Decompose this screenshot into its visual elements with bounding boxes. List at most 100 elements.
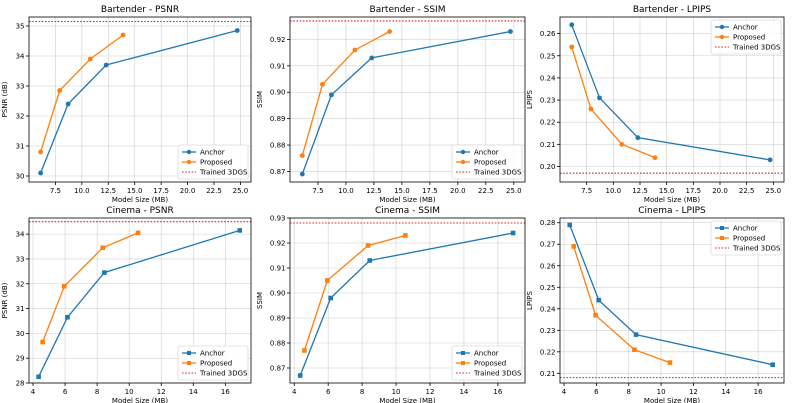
y-tick-label: 32 <box>16 280 25 288</box>
x-tick-label: 20.0 <box>712 187 728 195</box>
data-point-anchor <box>234 28 240 33</box>
x-tick-label: 20.0 <box>180 187 196 195</box>
data-point-anchor <box>237 228 243 233</box>
y-tick-label: 0.89 <box>270 115 286 123</box>
data-point-proposed <box>320 81 325 87</box>
data-point-proposed <box>100 245 106 251</box>
legend-label: Anchor <box>474 350 499 358</box>
legend-entry-proposed: Proposed <box>456 159 506 167</box>
data-point-anchor <box>767 157 773 163</box>
x-tick-label: 15.0 <box>394 187 410 195</box>
x-tick-label: 16 <box>754 388 763 396</box>
legend-entry-proposed: Proposed <box>182 159 232 167</box>
data-point-anchor <box>508 29 513 34</box>
y-tick-label: 0.92 <box>270 240 286 248</box>
legend-entry-proposed: Proposed <box>456 360 506 368</box>
x-tick-label: 7.5 <box>581 187 592 195</box>
x-tick-label: 12 <box>689 388 698 396</box>
x-tick-label: 14 <box>189 388 198 396</box>
data-point-anchor <box>329 92 334 98</box>
x-tick-label: 16 <box>493 388 502 396</box>
x-axis-label: Model Size (MB) <box>379 397 435 403</box>
data-point-proposed <box>325 278 330 283</box>
axes-frame <box>289 217 526 384</box>
chart-cinema-lpips: 4 6 8 10 12 14 16 0.21 0.22 0.23 0.24 0.25 0.26 0.27 0… <box>526 206 785 403</box>
legend-label: Proposed <box>474 159 506 167</box>
legend-label: Trained 3DGS <box>199 370 248 378</box>
y-tick-label: 0.23 <box>540 97 556 105</box>
legend: Anchor Proposed Trained 3DGS <box>710 220 782 256</box>
x-tick-label: 10 <box>392 388 401 396</box>
x-tick-label: 10 <box>657 388 666 396</box>
legend-entry-anchor: Anchor <box>182 350 225 358</box>
data-point-anchor <box>596 297 602 303</box>
legend-entry-anchor: Anchor <box>456 350 499 358</box>
data-point-proposed <box>632 347 637 352</box>
y-tick-label: 0.21 <box>540 141 556 149</box>
data-point-proposed <box>61 283 67 289</box>
legend-label: Anchor <box>474 149 499 157</box>
legend: Anchor Proposed Trained 3DGS <box>177 345 249 381</box>
data-point-anchor <box>567 222 573 228</box>
legend-marker <box>719 24 725 30</box>
legend-label: Trained 3DGS <box>473 370 522 378</box>
data-point-anchor <box>103 62 109 68</box>
x-axis-label: Model Size (MB) <box>644 397 700 403</box>
y-tick-label: 0.89 <box>270 315 286 323</box>
x-tick-label: 15.0 <box>127 187 143 195</box>
y-tick-label: 0.26 <box>540 30 556 38</box>
data-point-proposed <box>38 149 44 155</box>
data-point-anchor <box>635 135 641 141</box>
x-tick-label: 4 <box>562 388 567 396</box>
x-tick-label: 7.5 <box>312 187 323 195</box>
legend-entry-trained-3dgs: Trained 3DGS <box>456 169 522 177</box>
y-tick-label: 0.24 <box>540 74 556 82</box>
x-tick-label: 10.0 <box>606 187 622 195</box>
y-tick-label: 32 <box>16 113 25 121</box>
x-axis-label: Model Size (MB) <box>112 397 168 403</box>
x-tick-label: 17.5 <box>686 187 702 195</box>
series-line-proposed <box>301 30 390 156</box>
y-tick-label: 31 <box>16 143 25 151</box>
chart-title: Bartender - PSNR <box>101 5 179 15</box>
x-tick-label: 20.0 <box>450 187 466 195</box>
legend-box <box>451 144 523 180</box>
legend-entry-anchor: Anchor <box>715 24 758 32</box>
x-tick-label: 6 <box>594 388 599 396</box>
legend-marker <box>460 159 466 165</box>
x-tick-label: 8 <box>627 388 631 396</box>
x-tick-label: 25.0 <box>506 187 522 195</box>
x-tick-label: 22.5 <box>206 187 222 195</box>
legend-entry-anchor: Anchor <box>182 149 225 157</box>
chart-bartender-psnr: 7.5 10.0 12.5 15.0 17.5 20.0 22.5 25.0 30 31 32 33 3… <box>1 5 252 204</box>
x-tick-label: 17.5 <box>153 187 169 195</box>
x-axis-label: Model Size (MB) <box>112 196 168 204</box>
data-point-anchor <box>65 101 71 107</box>
legend-label: Trained 3DGS <box>732 245 781 253</box>
x-tick-label: 14 <box>459 388 468 396</box>
y-tick-label: 0.25 <box>540 284 556 292</box>
data-point-proposed <box>352 47 358 53</box>
y-axis-label: SSIM <box>256 91 264 108</box>
series-line-proposed <box>303 234 406 351</box>
data-point-anchor <box>328 295 334 301</box>
data-point-proposed <box>120 32 126 38</box>
y-tick-label: 30 <box>16 173 25 181</box>
series-line-proposed <box>573 246 671 364</box>
y-tick-label: 35 <box>16 23 25 31</box>
chart-bartender-ssim: 7.5 10.0 12.5 15.0 17.5 20.0 22.5 25.0 0.87 0.88 0… <box>256 5 526 204</box>
chart-title: Bartender - SSIM <box>370 5 446 15</box>
y-tick-label: 31 <box>16 305 25 313</box>
legend: Anchor Proposed Trained 3DGS <box>451 144 523 180</box>
series-line-proposed <box>39 34 124 153</box>
legend-marker <box>720 236 724 240</box>
data-point-proposed <box>299 153 305 159</box>
legend-entry-proposed: Proposed <box>715 235 765 243</box>
series-line-anchor <box>571 24 771 161</box>
x-tick-label: 12.5 <box>632 187 648 195</box>
data-point-proposed <box>619 141 625 147</box>
y-tick-label: 0.88 <box>270 340 286 348</box>
y-tick-label: 0.87 <box>270 168 286 176</box>
y-tick-label: 33 <box>16 83 25 91</box>
series-line-anchor <box>301 30 511 175</box>
